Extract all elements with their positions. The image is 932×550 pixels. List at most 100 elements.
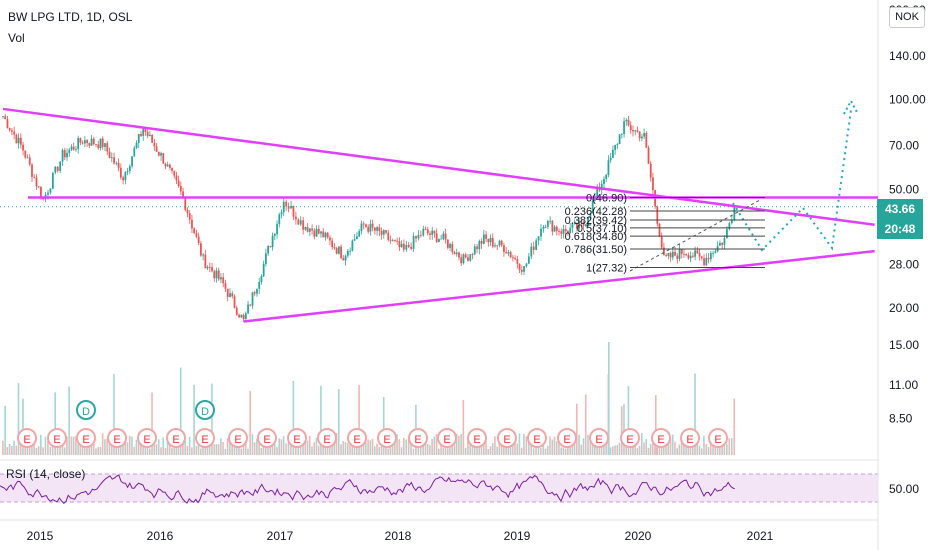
volume-bar [70,436,73,455]
volume-bar [251,434,254,455]
volume-bar [83,447,86,455]
price-tick-label: 15.00 [889,338,919,352]
earnings-marker[interactable]: E [317,428,337,448]
time-tick-label: 2021 [747,529,774,543]
volume-bar [369,440,372,455]
volume-bar [612,446,614,455]
earnings-marker[interactable]: E [347,428,367,448]
currency-button[interactable]: NOK [889,7,925,28]
candle-body [240,314,243,318]
earnings-marker[interactable]: E [17,428,37,448]
candle-body [175,175,178,181]
volume-bar [489,446,492,455]
volume-bar [638,445,641,455]
volume-bar [485,437,487,455]
volume-bar [6,447,9,455]
volume-bar [346,443,349,455]
earnings-marker[interactable]: E [47,428,67,448]
earnings-marker[interactable]: E [708,428,728,448]
earnings-marker[interactable]: E [437,428,457,448]
candle-body [398,241,401,248]
candle-body [473,246,476,255]
candle-body [285,201,288,207]
earnings-marker[interactable]: E [527,428,547,448]
candle-body [280,212,283,215]
earnings-marker[interactable]: E [195,428,215,448]
candle-body [691,255,694,257]
candle-body [104,143,106,147]
candle-body [59,161,62,171]
earnings-marker[interactable]: E [377,428,397,448]
volume-bar [509,442,512,455]
volume-bar [562,447,565,455]
volume-bar [555,441,558,455]
candle-body [367,226,370,232]
earnings-marker[interactable]: E [589,428,609,448]
candle-body [658,223,661,237]
earnings-marker[interactable]: E [497,428,517,448]
volume-bar [455,433,458,455]
volume-bar [382,396,385,455]
candle-body [733,206,736,220]
earnings-marker[interactable]: E [620,428,640,448]
volume-bar [54,392,56,455]
candle-body [511,257,514,259]
volume-bar [728,438,731,455]
candle-body [358,231,361,237]
candle-body [287,206,290,209]
candle-body [144,129,147,132]
volume-bar [674,441,676,455]
candle-body [6,119,9,129]
volume-bar [523,433,525,455]
candle-body [402,243,405,250]
volume-bar [514,436,516,455]
dividend-marker[interactable]: D [195,400,215,420]
candle-body [527,256,530,264]
candle-body [37,186,40,188]
time-tick-label: 2020 [625,529,652,543]
candle-body [88,143,91,146]
candle-body [164,163,167,167]
candle-body [290,205,292,209]
candle-body [638,131,641,139]
candle-body [157,151,160,156]
earnings-marker[interactable]: E [467,428,487,448]
earnings-marker[interactable]: E [651,428,671,448]
earnings-marker[interactable]: E [107,428,127,448]
earnings-marker[interactable]: E [257,428,277,448]
volume-bar [269,442,272,455]
earnings-marker[interactable]: E [137,428,157,448]
fib-diagonal [629,199,761,272]
candle-body [509,252,512,258]
candle-body [391,240,394,241]
candle-body [262,263,265,277]
volume-bar [124,439,127,455]
candle-body [271,235,274,248]
candle-body [56,166,59,171]
volume-bar [315,437,318,455]
volume-bar [400,447,403,455]
earnings-marker[interactable]: E [680,428,700,448]
earnings-marker[interactable]: E [166,428,186,448]
candle-body [81,142,84,144]
candle-body [208,266,211,268]
candle-body [415,236,417,239]
volume-bar [262,443,265,455]
earnings-marker[interactable]: E [408,428,428,448]
volume-bar [558,441,560,455]
earnings-marker[interactable]: E [287,428,307,448]
volume-bar [435,434,438,455]
candle-body [525,263,528,267]
candle-body [453,252,456,255]
candle-body [530,246,533,257]
candle-body [90,138,93,146]
earnings-marker[interactable]: E [557,428,577,448]
earnings-marker[interactable]: E [76,428,96,448]
ascending-trendline [243,249,875,323]
earnings-marker[interactable]: E [228,428,248,448]
volume-bar [162,437,164,455]
dividend-marker[interactable]: D [76,400,96,420]
volume-bar [128,435,131,455]
candle-body [179,185,182,192]
